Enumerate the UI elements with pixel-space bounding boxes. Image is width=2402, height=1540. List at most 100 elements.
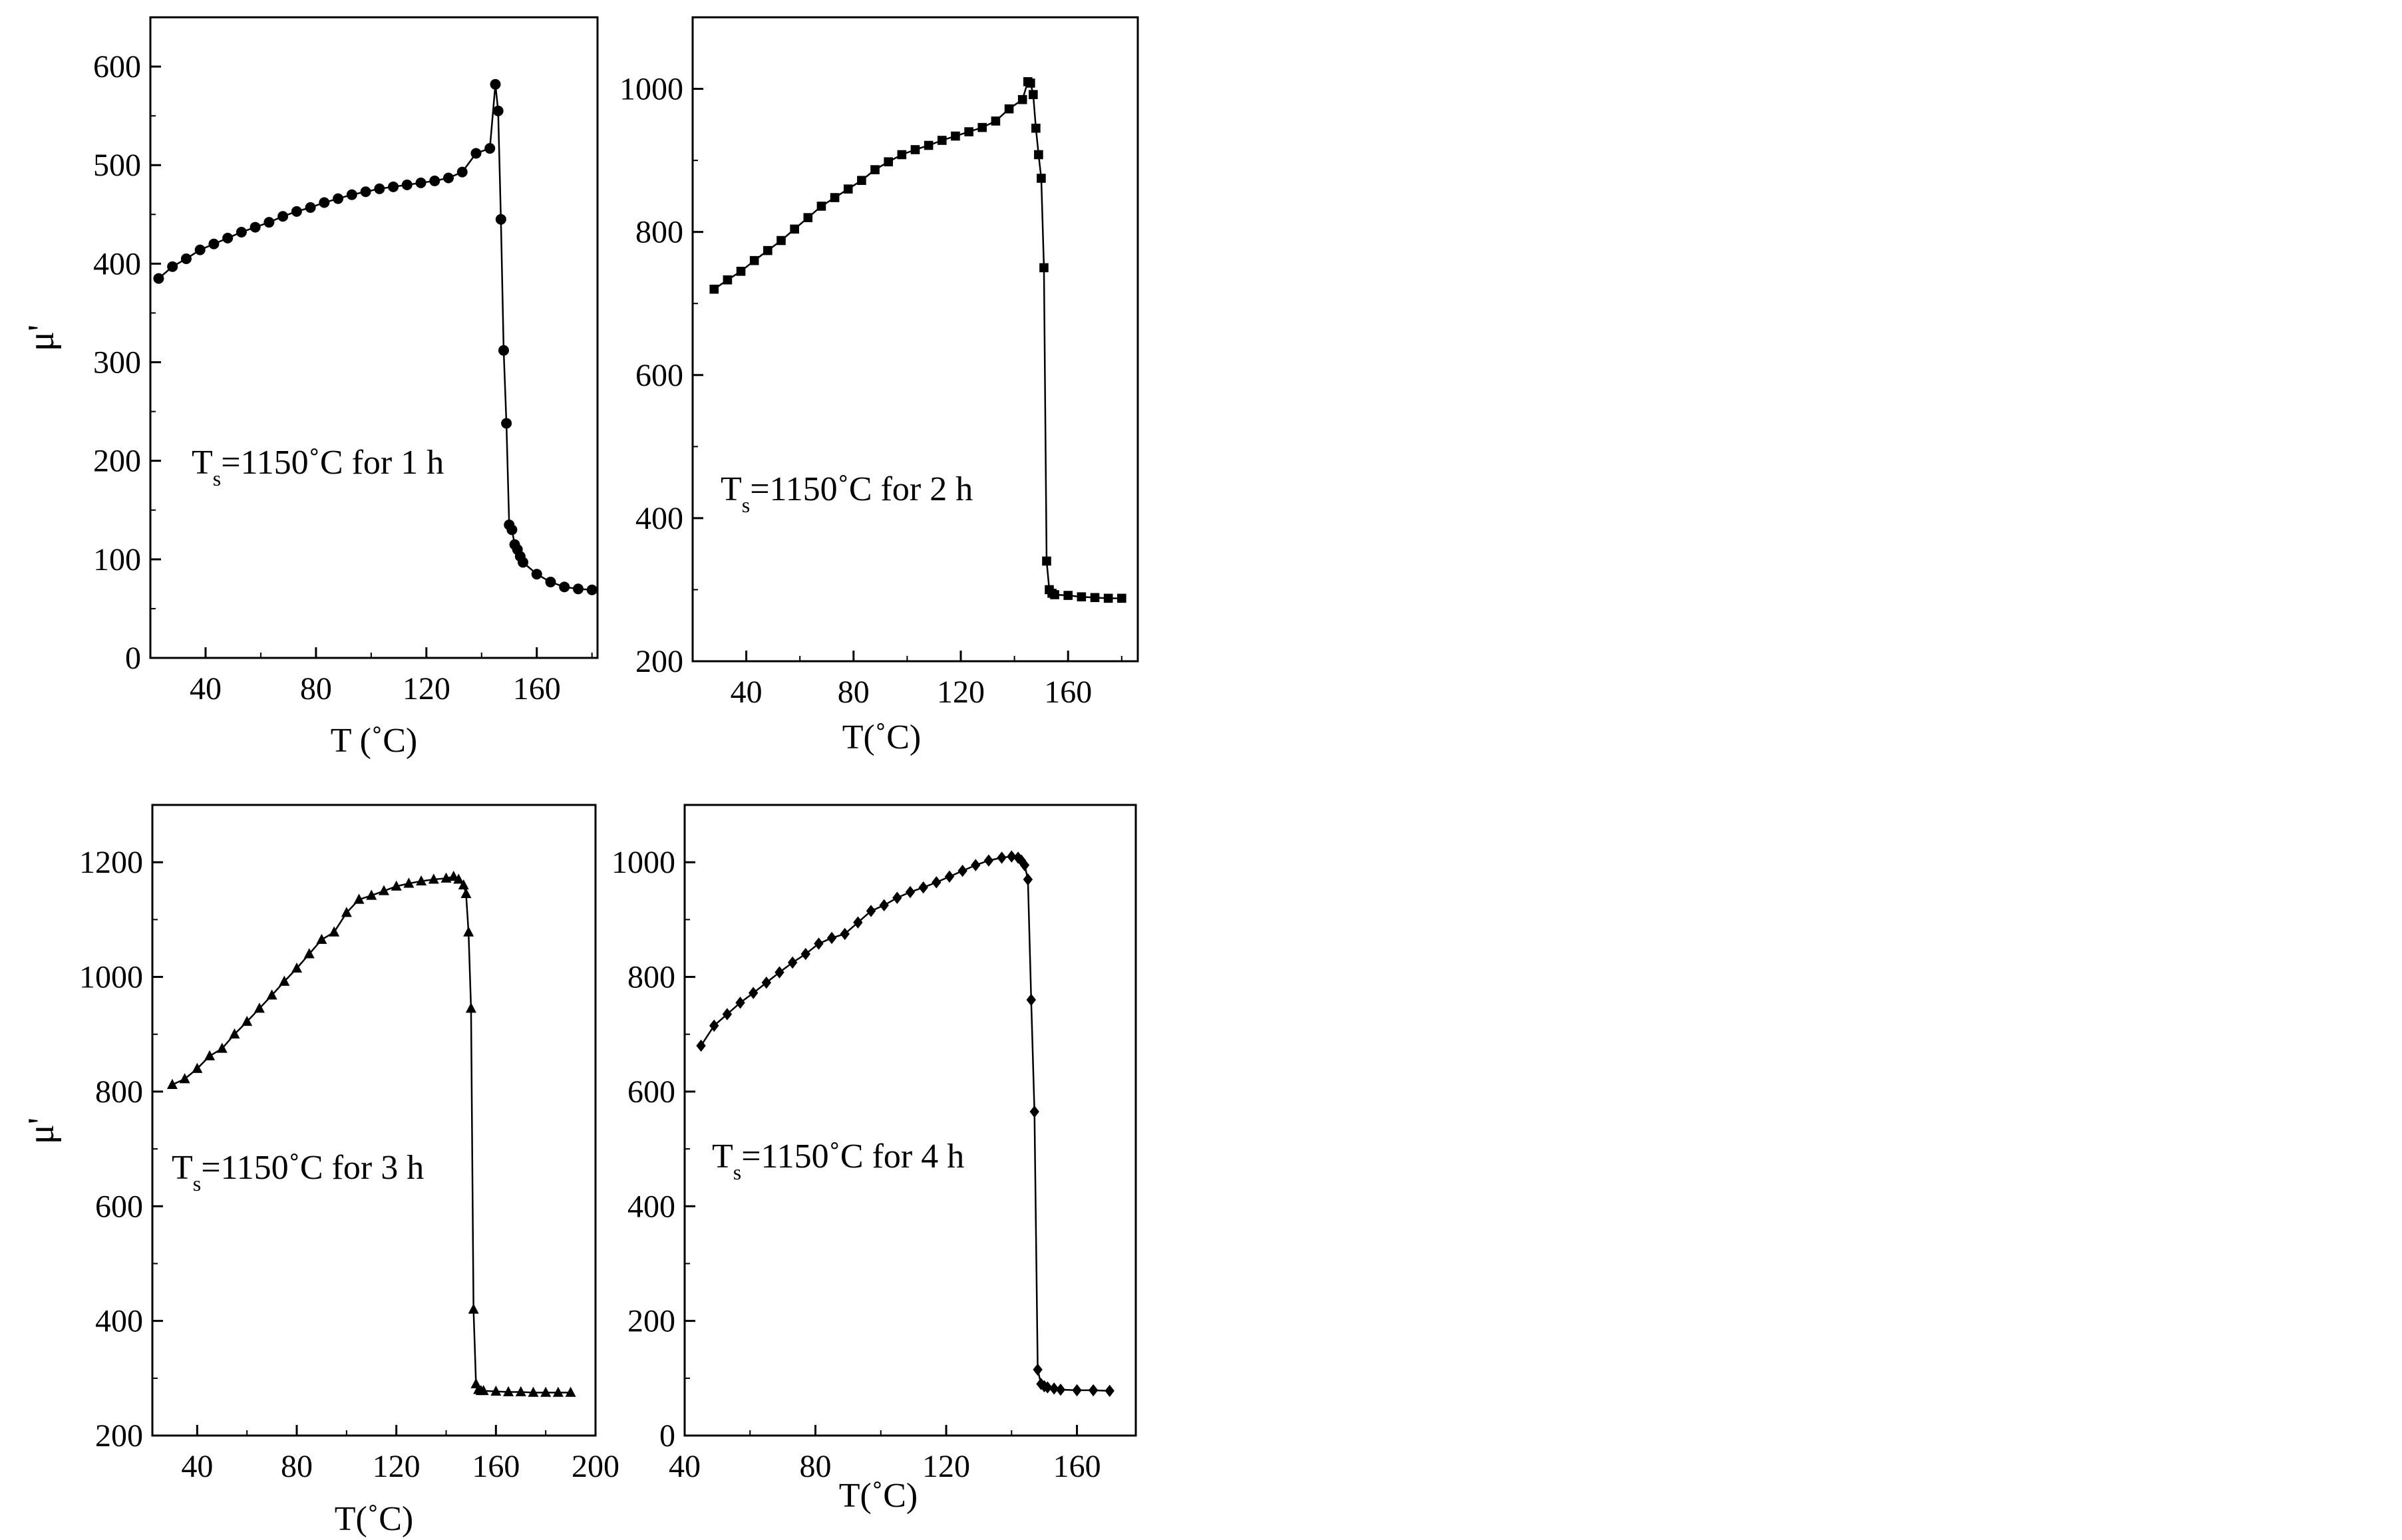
data-point [924, 140, 934, 150]
x-tick-label: 160 [1044, 675, 1092, 710]
data-point [892, 891, 902, 904]
annotation-subscript: s [742, 493, 750, 517]
annotation-rest: =1150˚C for 3 h [201, 1149, 424, 1187]
y-tick-label: 300 [93, 345, 141, 381]
data-point [279, 975, 290, 986]
y-axis-label: μ' [21, 1118, 62, 1144]
data-point [879, 899, 889, 912]
x-tick-label: 160 [513, 671, 561, 706]
x-tick-label: 200 [572, 1449, 619, 1484]
data-point [222, 232, 234, 243]
y-tick-label: 400 [627, 1189, 675, 1224]
data-point [1013, 851, 1023, 864]
y-tick-label: 100 [93, 542, 141, 577]
data-point [1025, 78, 1035, 88]
annotation-subscript: s [193, 1171, 201, 1195]
data-point [540, 1386, 552, 1397]
data-point [951, 131, 960, 141]
series-line [172, 875, 571, 1394]
data-point [1019, 859, 1030, 871]
data-point [242, 1015, 253, 1026]
data-point [495, 214, 506, 225]
data-point [944, 870, 955, 883]
annotation-main: T [712, 1138, 733, 1175]
annotation: Ts=1150˚C for 2 h [721, 470, 973, 517]
data-point [816, 202, 826, 211]
y-tick-label: 200 [627, 1304, 675, 1339]
data-point [749, 255, 759, 265]
y-tick-label: 600 [95, 1189, 143, 1224]
x-tick-label: 80 [281, 1449, 313, 1484]
data-point [456, 166, 468, 178]
data-point [415, 177, 427, 188]
data-point [305, 202, 316, 213]
x-axis-label: T(˚C) [842, 718, 921, 756]
data-point [552, 1386, 564, 1397]
data-point [1016, 854, 1027, 867]
data-point [932, 876, 942, 889]
x-tick-label: 40 [181, 1449, 213, 1484]
data-marks [696, 850, 1115, 1397]
data-point [761, 976, 772, 989]
annotation-rest: =1150˚C for 4 h [741, 1138, 964, 1175]
x-tick-label: 40 [669, 1449, 701, 1484]
data-point [1043, 1381, 1053, 1394]
x-tick-label: 120 [403, 671, 450, 706]
data-point [884, 157, 893, 167]
data-point [1031, 123, 1041, 133]
annotation-rest: =1150˚C for 1 h [221, 444, 444, 482]
data-point [572, 583, 584, 595]
x-tick-label: 80 [838, 675, 870, 710]
axis-ticks: 40 80 120 160 200 200 400 600 800 1000 1200 [79, 845, 619, 1484]
axis-ticks: 40 80 120 160 0 100 200 300 400 500 600 [93, 49, 593, 706]
x-tick-label: 40 [731, 675, 763, 710]
data-point [465, 1002, 476, 1013]
data-point [360, 186, 371, 198]
y-tick-label: 400 [635, 501, 683, 536]
data-point [443, 172, 454, 184]
data-point [388, 181, 399, 192]
data-point [506, 524, 518, 536]
data-point [722, 1008, 733, 1020]
data-point [458, 879, 469, 890]
axis-ticks: 40 80 120 160 200 400 600 800 1000 [619, 72, 1122, 710]
y-tick-label: 200 [93, 444, 141, 479]
data-point [971, 859, 981, 871]
data-point [1004, 104, 1014, 114]
data-point [1042, 556, 1051, 566]
data-point [1105, 1384, 1115, 1397]
data-marks [166, 870, 576, 1397]
data-point [763, 245, 772, 255]
data-point [776, 235, 786, 245]
data-point [774, 966, 784, 979]
data-point [840, 927, 850, 941]
data-point [830, 193, 840, 202]
series-line [700, 855, 1110, 1392]
y-tick-label: 1000 [611, 845, 675, 880]
data-point [378, 885, 389, 895]
data-point [957, 864, 967, 877]
data-point [983, 854, 994, 867]
data-point [460, 887, 472, 898]
data-point [531, 569, 542, 580]
data-point [853, 916, 863, 929]
y-tick-label: 1000 [79, 960, 143, 995]
plot-frame [151, 804, 597, 1437]
data-point [277, 211, 289, 222]
data-point [897, 150, 907, 160]
data-point [1026, 993, 1036, 1006]
data-point [266, 989, 277, 1000]
data-point [303, 948, 315, 959]
y-tick-label: 500 [93, 148, 141, 183]
data-point [1007, 850, 1017, 863]
axis-ticks: 40 80 120 160 0 200 400 600 800 1000 [611, 845, 1101, 1484]
data-point [709, 1019, 719, 1032]
data-point [565, 1386, 576, 1397]
data-point [236, 226, 247, 237]
data-point [790, 224, 799, 234]
y-tick-label: 400 [93, 246, 141, 281]
data-point [416, 875, 427, 886]
data-point [709, 284, 719, 294]
